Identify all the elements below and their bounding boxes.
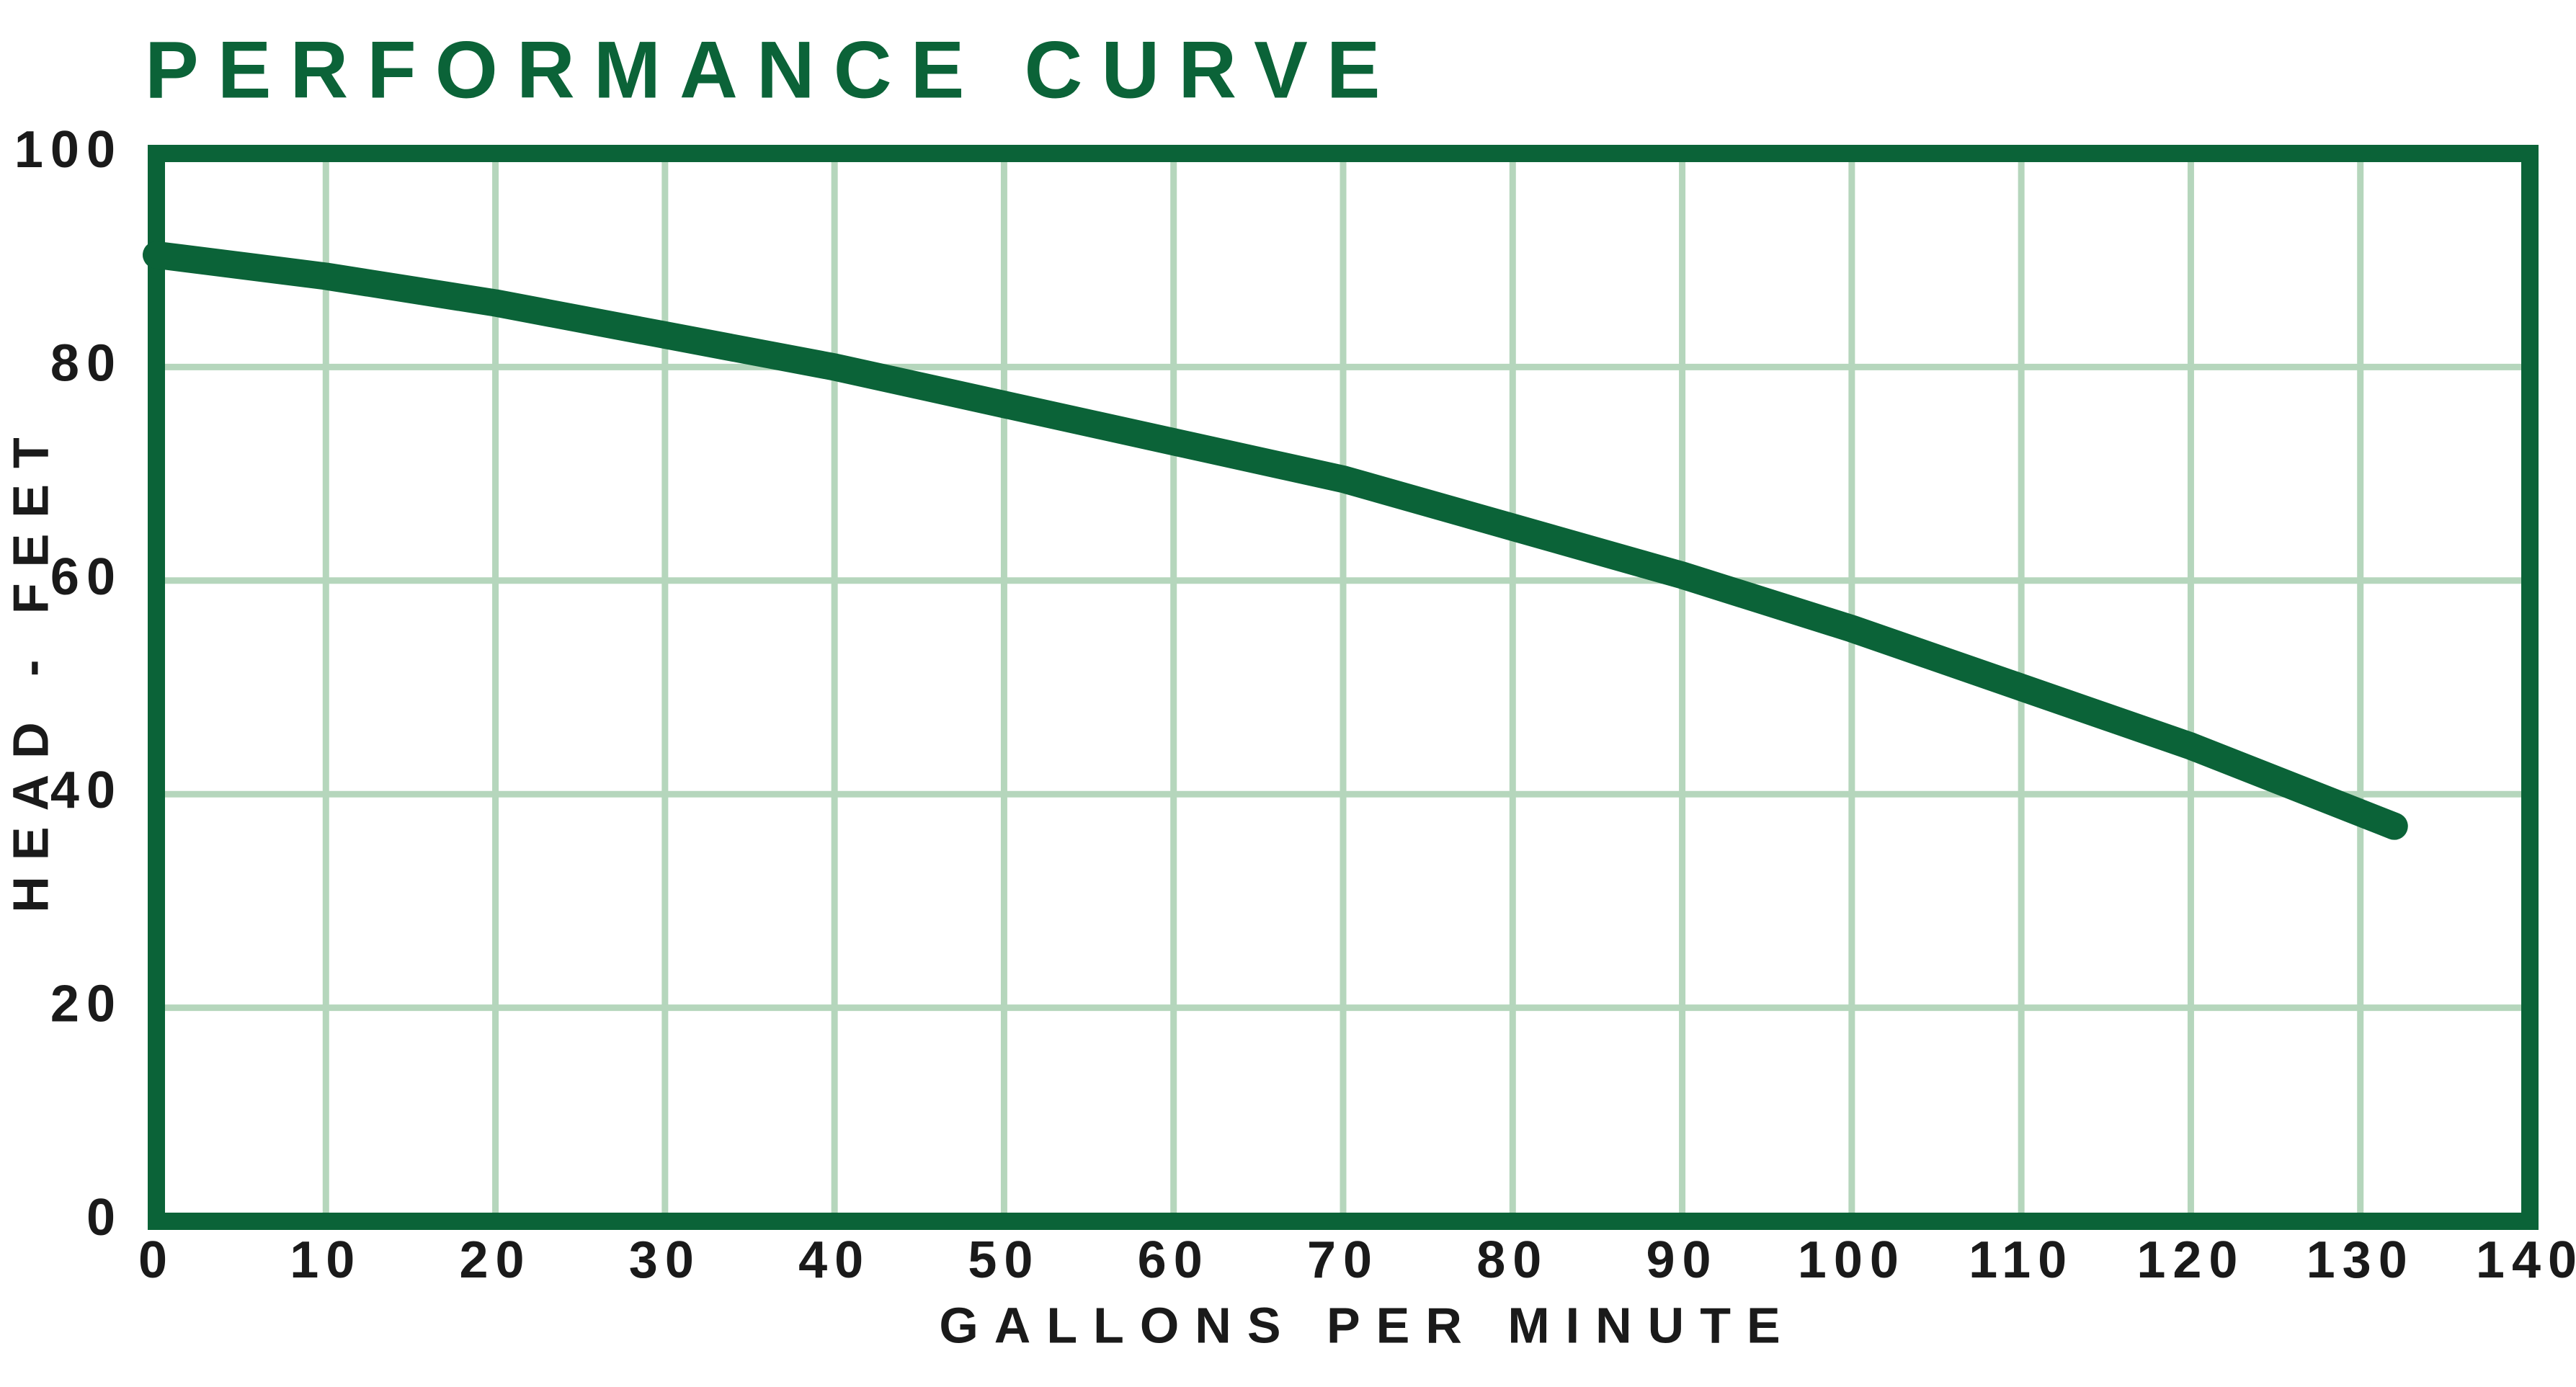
y-tick-label: 80 [50, 334, 122, 392]
x-tick-label: 40 [798, 1231, 870, 1289]
curve [143, 241, 2408, 840]
x-axis-label: GALLONS PER MINUTE [939, 1297, 1796, 1353]
x-tick-label: 120 [2136, 1231, 2245, 1289]
y-tick-label: 40 [50, 762, 122, 819]
x-tick-label: 30 [629, 1231, 701, 1289]
x-tick-label: 60 [1138, 1231, 1210, 1289]
y-tick-label: 60 [50, 548, 122, 606]
y-tick-label: 0 [86, 1189, 122, 1246]
x-tick-label: 110 [1969, 1231, 2074, 1289]
x-tick-label: 0 [138, 1231, 174, 1289]
x-tick-label: 10 [290, 1231, 362, 1289]
x-tick-label: 80 [1476, 1231, 1548, 1289]
plot-frame [148, 145, 2539, 1230]
x-tick-label: 50 [968, 1231, 1040, 1289]
x-tick-label: 130 [2307, 1231, 2415, 1289]
y-axis-label: HEAD - FEET [2, 422, 58, 912]
x-tick-label: 100 [1798, 1231, 1906, 1289]
y-tick-label: 100 [14, 121, 122, 179]
x-tick-label: 90 [1646, 1231, 1719, 1289]
y-tick-label: 20 [50, 976, 122, 1033]
x-tick-label: 70 [1307, 1231, 1379, 1289]
chart-title: PERFORMANCE CURVE [145, 25, 1399, 115]
x-tick-label: 140 [2476, 1231, 2576, 1289]
x-tick-label: 20 [460, 1231, 532, 1289]
